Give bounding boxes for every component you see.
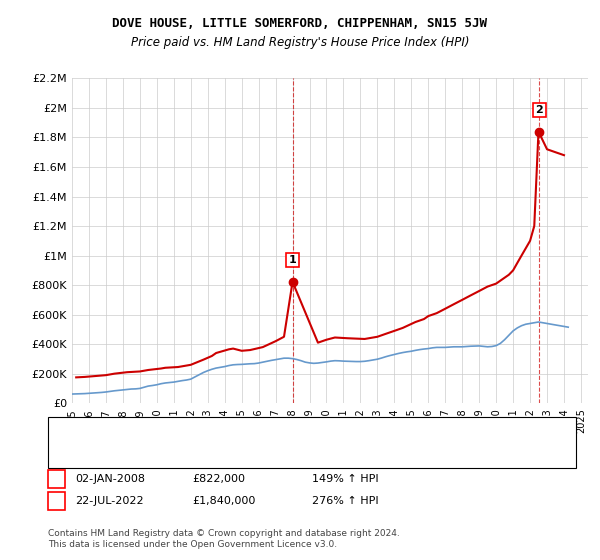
Text: —: — [60,425,77,443]
Text: DOVE HOUSE, LITTLE SOMERFORD, CHIPPENHAM, SN15 5JW: DOVE HOUSE, LITTLE SOMERFORD, CHIPPENHAM… [113,17,487,30]
Text: DOVE HOUSE, LITTLE SOMERFORD, CHIPPENHAM, SN15 5JW (detached house): DOVE HOUSE, LITTLE SOMERFORD, CHIPPENHAM… [87,429,494,439]
Text: 276% ↑ HPI: 276% ↑ HPI [312,496,379,506]
Text: 2: 2 [536,105,544,115]
Text: —: — [60,442,77,460]
Text: 149% ↑ HPI: 149% ↑ HPI [312,474,379,484]
Text: 2: 2 [53,496,60,506]
Text: 1: 1 [53,474,60,484]
Text: 1: 1 [289,255,296,265]
Text: HPI: Average price, detached house, Wiltshire: HPI: Average price, detached house, Wilt… [87,446,326,456]
Text: Price paid vs. HM Land Registry's House Price Index (HPI): Price paid vs. HM Land Registry's House … [131,36,469,49]
Text: £1,840,000: £1,840,000 [192,496,256,506]
Text: £822,000: £822,000 [192,474,245,484]
Text: 02-JAN-2008: 02-JAN-2008 [75,474,145,484]
Text: Contains HM Land Registry data © Crown copyright and database right 2024.
This d: Contains HM Land Registry data © Crown c… [48,529,400,549]
Text: 22-JUL-2022: 22-JUL-2022 [75,496,143,506]
